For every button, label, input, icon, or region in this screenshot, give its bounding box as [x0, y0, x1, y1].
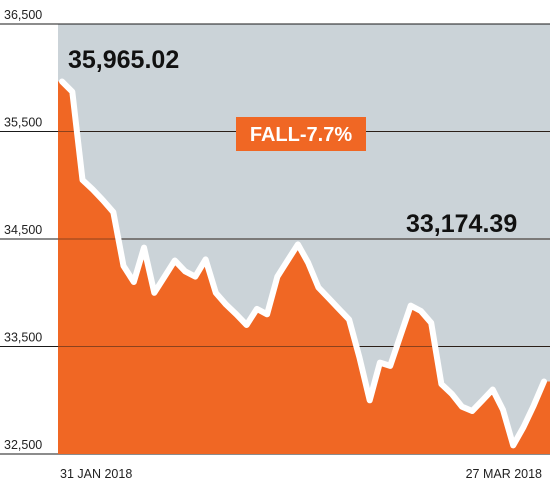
y-tick-label: 33,500: [4, 331, 42, 345]
series-line: [59, 78, 547, 449]
end-value-label: 33,174.39: [406, 210, 517, 238]
start-value-label: 35,965.02: [68, 46, 179, 74]
area-fill: [58, 81, 550, 454]
y-tick-label: 36,500: [4, 8, 42, 22]
y-axis-ticks: 32,500 33,500 34,500 35,500 36,500: [4, 8, 42, 452]
y-tick-label: 35,500: [4, 116, 42, 130]
x-start-date-label: 31 JAN 2018: [60, 467, 132, 481]
fall-badge-label: FALL-7.7%: [250, 124, 352, 146]
x-end-date-label: 27 MAR 2018: [466, 467, 542, 481]
y-tick-label: 32,500: [4, 438, 42, 452]
fall-badge: [236, 117, 366, 151]
y-tick-label: 34,500: [4, 223, 42, 237]
